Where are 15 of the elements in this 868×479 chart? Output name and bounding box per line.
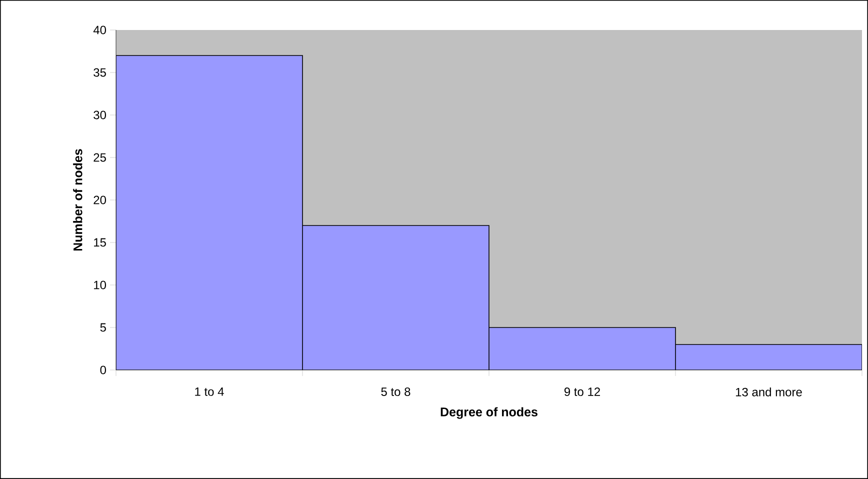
x-tick-label: 1 to 4 [195,388,224,396]
y-tick-label: 10 [94,280,106,290]
y-axis-title: Number of nodes [73,149,82,251]
y-tick-label: 0 [100,366,106,374]
y-tick-label: 30 [94,110,106,120]
x-axis-title: Degree of nodes [440,407,538,419]
x-tick-label: 5 to 8 [381,388,410,396]
y-tick-label: 40 [93,26,106,34]
y-tick-label: 35 [94,68,106,77]
y-tick-label: 15 [94,238,106,247]
y-tick-label: 5 [100,323,106,332]
x-tick-label: 9 to 12 [564,388,600,396]
y-tick-label: 25 [94,153,106,162]
x-tick-label: 13 and more [736,388,802,396]
y-tick-label: 20 [94,196,106,204]
